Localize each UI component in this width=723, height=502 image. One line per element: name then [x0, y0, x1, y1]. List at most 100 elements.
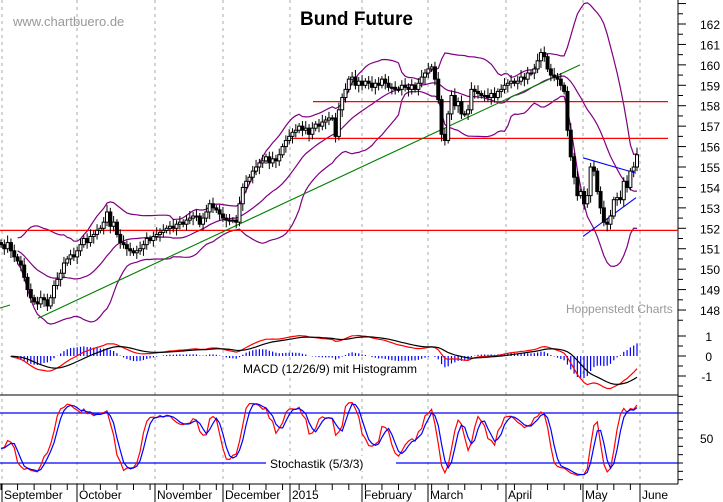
- candle: [336, 102, 341, 141]
- candle-body: [211, 203, 215, 209]
- candle: [220, 206, 225, 223]
- candle: [45, 293, 50, 312]
- candle-body: [28, 289, 33, 299]
- candle: [608, 209, 613, 230]
- candle-body: [141, 244, 146, 250]
- candle: [151, 231, 156, 247]
- candle-body: [591, 166, 596, 172]
- candle-body: [406, 86, 411, 90]
- candle: [240, 183, 245, 211]
- candle-body: [582, 191, 586, 205]
- candle-body: [601, 207, 606, 223]
- candle-body: [234, 219, 239, 223]
- candle: [482, 90, 487, 102]
- candle: [611, 196, 616, 220]
- candle: [108, 207, 113, 234]
- candle: [575, 171, 580, 201]
- candle-body: [18, 260, 23, 266]
- candle: [310, 122, 315, 140]
- candle: [512, 78, 517, 87]
- candle-body: [432, 66, 437, 80]
- candle-body: [207, 203, 212, 213]
- candle: [525, 66, 530, 85]
- candle-body: [373, 82, 378, 88]
- candle: [393, 81, 398, 95]
- candle-body: [5, 242, 10, 250]
- candle-body: [310, 127, 315, 135]
- macd-tick-label: -1: [701, 370, 712, 384]
- candle: [456, 97, 461, 113]
- candle: [373, 79, 378, 95]
- candle: [300, 121, 305, 137]
- candle: [303, 121, 308, 135]
- candle: [548, 63, 553, 82]
- candle-body: [214, 207, 219, 211]
- candle-body: [399, 84, 404, 90]
- month-label: May: [585, 488, 608, 502]
- candle-body: [260, 160, 265, 164]
- candle-body: [356, 80, 361, 86]
- price-tick-label: 151: [700, 243, 720, 257]
- candle-body: [134, 250, 139, 254]
- candle: [65, 255, 70, 267]
- candle: [257, 158, 262, 175]
- candle-body: [138, 248, 143, 252]
- candle-body: [472, 88, 477, 92]
- candle: [515, 76, 520, 90]
- candle: [452, 88, 457, 110]
- month-label: October: [79, 488, 122, 502]
- candle: [522, 73, 527, 87]
- candle: [552, 67, 557, 82]
- candle: [211, 197, 215, 213]
- candle-body: [515, 80, 520, 84]
- candle: [290, 128, 295, 144]
- candle-body: [300, 125, 305, 131]
- candle: [18, 255, 23, 272]
- candle: [8, 238, 13, 258]
- candle: [128, 242, 133, 256]
- candle: [174, 220, 179, 236]
- candle-body: [105, 211, 109, 223]
- candle-body: [452, 95, 457, 107]
- candle-body: [482, 95, 487, 98]
- candle: [353, 69, 358, 90]
- candle: [386, 76, 391, 92]
- candle-body: [277, 154, 282, 162]
- trendline: [582, 157, 637, 174]
- candle-body: [52, 285, 56, 299]
- candle: [68, 249, 73, 266]
- candle-body: [529, 72, 533, 75]
- candle: [267, 151, 272, 170]
- macd-tick-label: 1: [705, 330, 712, 344]
- candle-body: [615, 197, 620, 201]
- candle-body: [538, 52, 543, 62]
- candle-body: [611, 199, 616, 217]
- candle-body: [409, 84, 414, 90]
- candle-body: [244, 180, 249, 188]
- candle: [472, 85, 477, 99]
- candle: [439, 95, 444, 142]
- candle-body: [128, 248, 133, 252]
- candle-body: [15, 256, 20, 262]
- candle: [631, 161, 636, 178]
- candle: [141, 240, 146, 256]
- candle-body: [499, 88, 504, 92]
- candle: [154, 227, 159, 241]
- candle: [628, 168, 633, 191]
- candle: [144, 232, 149, 250]
- candle-body: [558, 78, 563, 86]
- candle-body: [151, 235, 156, 242]
- candle: [158, 228, 162, 242]
- candle-body: [353, 76, 358, 86]
- trendline-segment: [0, 304, 11, 309]
- chart-title: Bund Future: [300, 9, 413, 30]
- candle-body: [144, 238, 149, 246]
- candle: [42, 293, 47, 307]
- candle-body: [230, 219, 235, 222]
- candle-body: [363, 80, 368, 86]
- candle-body: [75, 250, 80, 258]
- candle-body: [555, 76, 560, 80]
- candle: [403, 78, 408, 92]
- candle-body: [55, 278, 60, 287]
- candle: [538, 48, 543, 68]
